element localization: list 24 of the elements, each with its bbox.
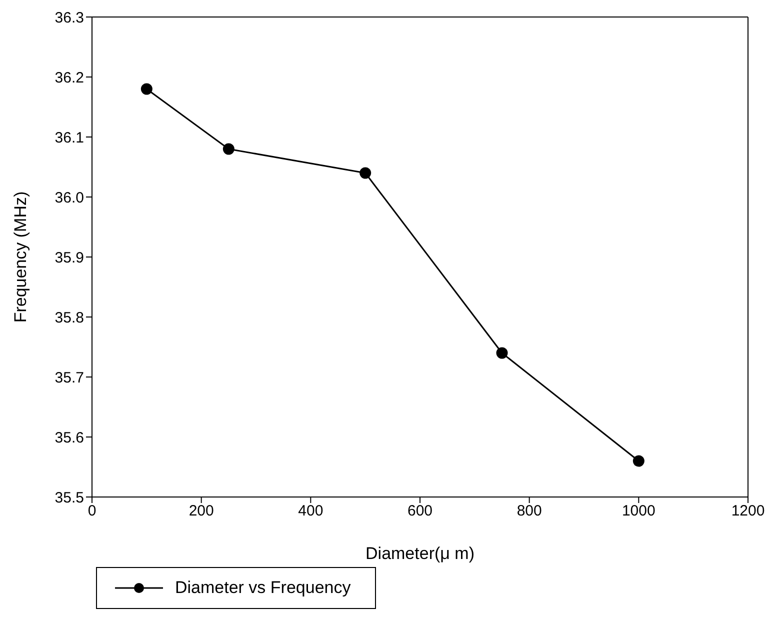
x-tick-label: 400 bbox=[298, 502, 324, 520]
y-tick-label: 36.0 bbox=[54, 189, 84, 206]
y-tick-label: 36.1 bbox=[54, 129, 84, 146]
x-tick-label: 800 bbox=[516, 502, 542, 520]
point bbox=[632, 455, 644, 467]
x-tick-label: 600 bbox=[407, 502, 433, 520]
point bbox=[496, 347, 508, 359]
x-axis-title: Diameter(μ m) bbox=[366, 544, 474, 563]
point bbox=[222, 143, 234, 155]
x-tick-label: 0 bbox=[88, 502, 96, 520]
y-tick-label: 35.8 bbox=[54, 309, 84, 326]
x-tick-label: 1200 bbox=[731, 502, 765, 520]
point bbox=[360, 167, 372, 179]
y-tick-label: 35.9 bbox=[54, 249, 84, 266]
y-tick-label: 36.2 bbox=[54, 69, 84, 86]
legend-label: Diameter vs Frequency bbox=[175, 578, 351, 598]
y-tick-label: 36.3 bbox=[54, 9, 84, 26]
point bbox=[140, 83, 152, 95]
y-tick-label: 35.5 bbox=[54, 489, 84, 506]
x-tick-label: 200 bbox=[188, 502, 214, 520]
y-tick-label: 35.6 bbox=[54, 429, 84, 446]
y-axis-title: Frequency (MHz) bbox=[11, 191, 30, 323]
x-tick-label: 1000 bbox=[622, 502, 656, 520]
y-tick-label: 35.7 bbox=[54, 369, 84, 386]
